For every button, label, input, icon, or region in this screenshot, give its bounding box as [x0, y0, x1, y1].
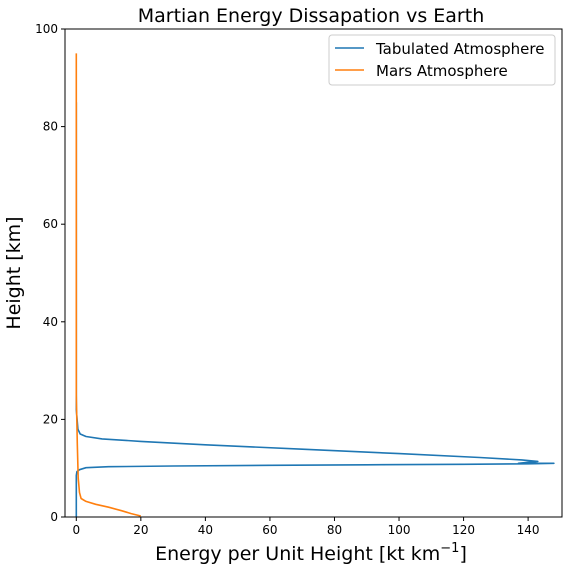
chart-title: Martian Energy Dissapation vs Earth	[138, 5, 484, 27]
x-tick-label: 20	[133, 523, 148, 537]
legend-label-tabulated-atmosphere: Tabulated Atmosphere	[375, 40, 544, 58]
x-tick-label: 140	[517, 523, 540, 537]
y-tick-label: 100	[35, 22, 58, 36]
x-tick-label: 40	[198, 523, 213, 537]
x-axis-label-main: Energy per Unit Height [kt km	[155, 543, 440, 565]
series-line-tabulated-atmosphere	[75, 102, 555, 517]
series-line-mars-atmosphere	[75, 53, 141, 517]
x-tick-label: 60	[262, 523, 277, 537]
x-axis-label: Energy per Unit Height [kt km−1]	[155, 541, 467, 565]
x-tick-label: 80	[327, 523, 342, 537]
x-axis-label-end: ]	[459, 543, 466, 565]
y-tick-label: 80	[43, 120, 58, 134]
y-tick-label: 0	[50, 510, 58, 524]
legend: Tabulated Atmosphere Mars Atmosphere	[328, 34, 556, 86]
legend-label-mars-atmosphere: Mars Atmosphere	[376, 62, 508, 80]
x-tick-label: 100	[388, 523, 411, 537]
y-tick-label: 60	[43, 217, 58, 231]
y-tick-label: 20	[43, 412, 58, 426]
y-axis-label: Height [km]	[3, 216, 25, 329]
legend-box	[328, 34, 556, 86]
x-axis-label-superscript: −1	[440, 541, 459, 556]
y-tick-label: 40	[43, 315, 58, 329]
x-tick-label: 120	[452, 523, 475, 537]
plot-frame	[64, 28, 563, 518]
x-tick-label: 0	[72, 523, 80, 537]
